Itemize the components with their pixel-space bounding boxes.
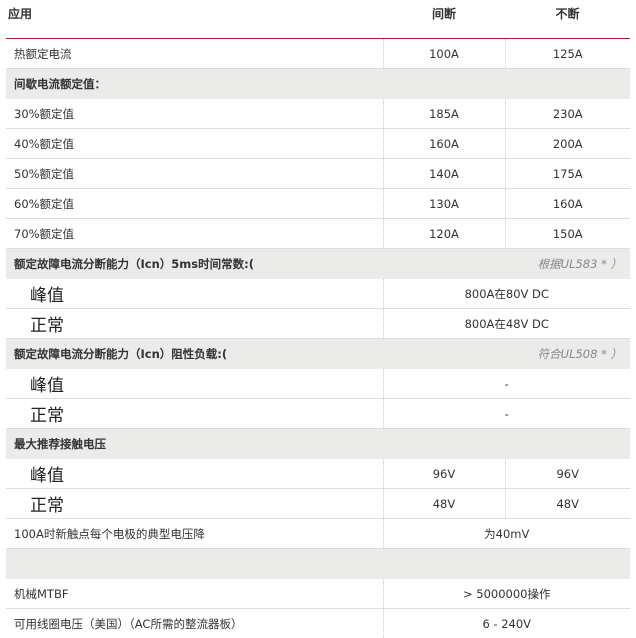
- section-title: 间歇电流额定值：: [6, 68, 630, 99]
- row-label: 峰值: [6, 368, 383, 399]
- row-label: 热额定电流: [6, 38, 383, 69]
- cell-intermittent: 160A: [382, 128, 505, 159]
- cell-intermittent: 130A: [382, 188, 505, 219]
- table-row: 40%额定值 160A 200A: [6, 128, 630, 159]
- table-row: 正常 -: [6, 398, 630, 429]
- row-label: 60%额定值: [6, 188, 383, 219]
- cell-continuous: 125A: [504, 38, 630, 69]
- table-row: 机械MTBF > 5000000操作: [6, 578, 630, 609]
- section-row: 最大推荐接触电压: [6, 428, 630, 459]
- cell-intermittent: 120A: [382, 218, 505, 249]
- row-label: 正常: [6, 398, 383, 429]
- table-row: 可用线圈电压（美国）（AC所需的整流器板） 6 - 240V: [6, 608, 630, 638]
- header-intermittent: 间断: [383, 0, 505, 39]
- header-row: 应用 间断 不断: [6, 0, 630, 39]
- row-label: 100A时新触点每个电极的典型电压降: [6, 518, 383, 549]
- section-row: 额定故障电流分断能力（Icn）阻性负载:(符合UL508 * ）: [6, 338, 630, 369]
- header-app: 应用: [6, 0, 383, 39]
- row-label: 正常: [6, 488, 383, 519]
- cell-continuous: 160A: [504, 188, 630, 219]
- cell-continuous: 48V: [504, 488, 630, 519]
- cell-continuous: 150A: [504, 218, 630, 249]
- table-row: 70%额定值 120A 150A: [6, 218, 630, 249]
- cell-intermittent: 48V: [382, 488, 505, 519]
- cell-value: 800A在80V DC: [382, 278, 630, 309]
- cell-continuous: 175A: [504, 158, 630, 189]
- row-label: 70%额定值: [6, 218, 383, 249]
- row-label: 正常: [6, 308, 383, 339]
- row-label: 30%额定值: [6, 98, 383, 129]
- table-row: 30%额定值 185A 230A: [6, 98, 630, 129]
- section-note: 符合UL508 * ）: [505, 338, 630, 369]
- spec-table: 应用 间断 不断 热额定电流 100A 125A 间歇电流额定值： 30%额定值 18…: [6, 0, 630, 638]
- cell-value: -: [382, 368, 630, 399]
- cell-intermittent: 140A: [382, 158, 505, 189]
- cell-intermittent: 185A: [382, 98, 505, 129]
- table-row: 60%额定值 130A 160A: [6, 188, 630, 219]
- table-row: 峰值 800A在80V DC: [6, 278, 630, 309]
- table-row: 正常 48V 48V: [6, 488, 630, 519]
- table-row: 正常 800A在48V DC: [6, 308, 630, 339]
- section-title: 额定故障电流分断能力（Icn）阻性负载:(: [6, 338, 505, 369]
- section-row: 额定故障电流分断能力（Icn）5ms时间常数:(根据UL583 * ）: [6, 248, 630, 279]
- section-row: 间歇电流额定值：: [6, 68, 630, 99]
- row-label: 40%额定值: [6, 128, 383, 159]
- cell-value: -: [382, 398, 630, 429]
- row-label: 可用线圈电压（美国）（AC所需的整流器板）: [6, 608, 383, 638]
- cell-value: 6 - 240V: [382, 608, 630, 638]
- cell-continuous: 200A: [504, 128, 630, 159]
- row-label: 50%额定值: [6, 158, 383, 189]
- row-label: 峰值: [6, 458, 383, 489]
- table-row: 100A时新触点每个电极的典型电压降 为40mV: [6, 518, 630, 549]
- table-row: 热额定电流 100A 125A: [6, 38, 630, 69]
- cell-value: 800A在48V DC: [382, 308, 630, 339]
- cell-value: > 5000000操作: [382, 578, 630, 609]
- table-row: 50%额定值 140A 175A: [6, 158, 630, 189]
- section-title: 最大推荐接触电压: [6, 428, 630, 459]
- cell-value: 为40mV: [382, 518, 630, 549]
- row-label: 峰值: [6, 278, 383, 309]
- cell-continuous: 96V: [504, 458, 630, 489]
- section-empty: [6, 548, 630, 579]
- cell-intermittent: 96V: [382, 458, 505, 489]
- section-note: 根据UL583 * ）: [505, 248, 630, 279]
- row-label: 机械MTBF: [6, 578, 383, 609]
- table-row: 峰值 -: [6, 368, 630, 399]
- section-title: 额定故障电流分断能力（Icn）5ms时间常数:(: [6, 248, 505, 279]
- header-continuous: 不断: [505, 0, 630, 39]
- table-row: 峰值 96V 96V: [6, 458, 630, 489]
- cell-intermittent: 100A: [382, 38, 505, 69]
- cell-continuous: 230A: [504, 98, 630, 129]
- section-row-empty: [6, 548, 630, 579]
